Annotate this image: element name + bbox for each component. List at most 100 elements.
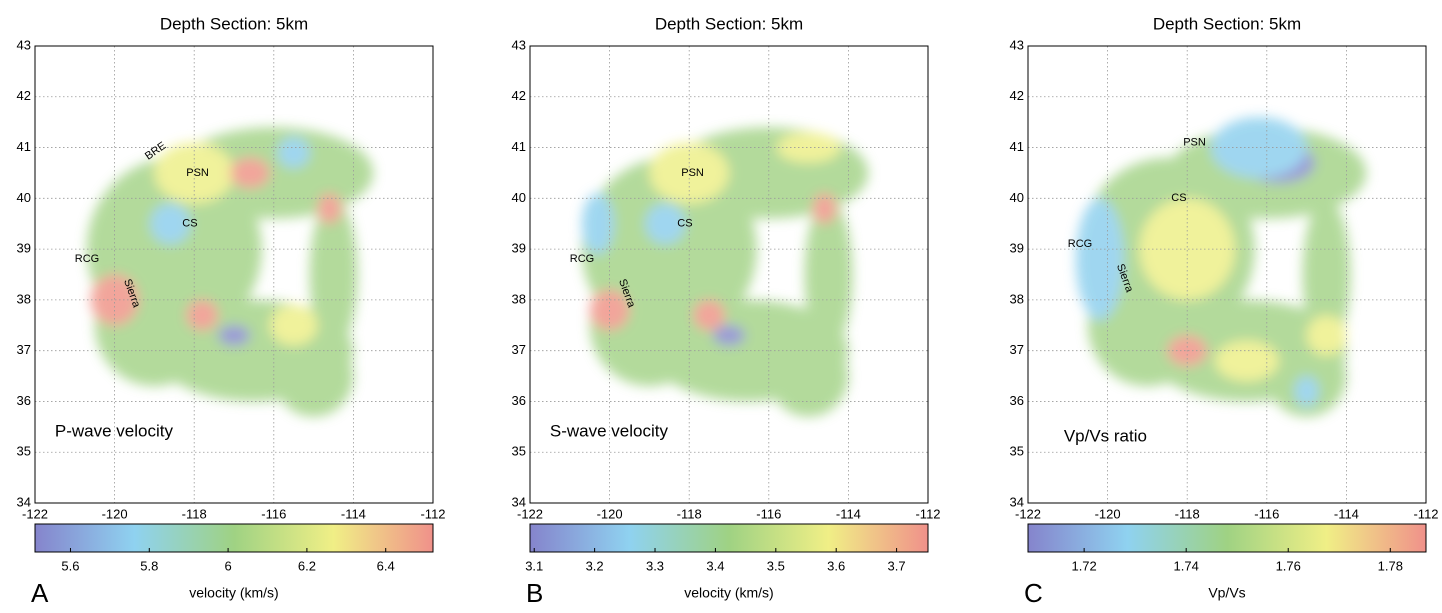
y-tick-label: 36 [17, 393, 31, 408]
x-tick-label: -122 [517, 506, 543, 521]
annotation: CS [677, 218, 692, 230]
x-tick-label: -120 [102, 506, 128, 521]
plot-frame [1027, 45, 1427, 504]
shade [218, 325, 250, 346]
plot-frame [34, 45, 434, 504]
shade [1294, 376, 1319, 407]
y-tick-label: 34 [512, 494, 526, 509]
colorbar-tick-label: 6.4 [377, 558, 395, 573]
shade [649, 142, 729, 204]
y-tick-label: 38 [512, 291, 526, 306]
x-tick-label: -114 [341, 506, 366, 521]
annotation: PSN [186, 167, 209, 179]
y-tick-label: 43 [1010, 37, 1024, 52]
y-tick-label: 39 [512, 241, 526, 256]
panel-label: B [526, 578, 543, 608]
x-tick-label: -118 [677, 506, 702, 521]
colorbar [529, 523, 929, 553]
panel-title: Depth Section: 5km [655, 14, 803, 33]
shade [230, 157, 270, 189]
y-tick-label: 35 [512, 444, 526, 459]
x-tick-label: -118 [182, 506, 207, 521]
y-tick-label: 41 [1010, 139, 1024, 154]
colorbar-tick-label: 3.3 [646, 558, 664, 573]
y-tick-label: 36 [512, 393, 526, 408]
shade [804, 198, 853, 351]
x-tick-label: -116 [756, 506, 781, 521]
shade [581, 193, 614, 255]
panel-title: Depth Section: 5km [1153, 14, 1301, 33]
shade [317, 193, 342, 224]
colorbar-tick-label: 3.1 [525, 558, 543, 573]
y-tick-label: 34 [1010, 494, 1024, 509]
colorbar-label: velocity (km/s) [189, 585, 278, 601]
y-tick-label: 35 [17, 444, 31, 459]
shade [713, 325, 745, 346]
y-tick-label: 40 [17, 190, 31, 205]
shade [1266, 335, 1347, 417]
colorbar-tick-label: 3.4 [706, 558, 724, 573]
plot-frame [529, 45, 929, 504]
shade [812, 193, 837, 224]
shade [154, 142, 234, 204]
colorbar-label: Vp/Vs [1208, 585, 1245, 601]
colorbar-label: velocity (km/s) [684, 585, 773, 601]
shade [1215, 340, 1279, 382]
shade [1211, 117, 1307, 179]
shading [1075, 117, 1367, 417]
x-tick-label: -112 [420, 506, 445, 521]
shade [269, 304, 318, 346]
annotation: PSN [1183, 136, 1206, 148]
shade [277, 137, 310, 168]
y-tick-label: 38 [1010, 291, 1024, 306]
shade [309, 198, 358, 351]
shade [768, 335, 849, 417]
annotation: RCG [1068, 238, 1092, 250]
y-tick-label: 37 [512, 342, 526, 357]
shade [273, 335, 354, 417]
annotation: RCG [75, 253, 99, 265]
shading [581, 127, 869, 417]
x-tick-label: -122 [1015, 506, 1041, 521]
y-tick-label: 40 [1010, 190, 1024, 205]
x-tick-label: -114 [1334, 506, 1359, 521]
colorbar-tick-label: 3.6 [827, 558, 845, 573]
y-tick-label: 35 [1010, 444, 1024, 459]
annotation: Vp/Vs ratio [1064, 426, 1147, 445]
colorbar-tick-label: 5.6 [61, 558, 79, 573]
shade [1302, 198, 1351, 351]
y-tick-label: 42 [1010, 88, 1024, 103]
annotation: RCG [570, 253, 594, 265]
y-tick-label: 40 [512, 190, 526, 205]
annotation: CS [182, 218, 197, 230]
colorbar-tick-label: 1.78 [1378, 558, 1403, 573]
panel-label: A [31, 578, 49, 608]
panel-label: C [1024, 578, 1043, 608]
colorbar-tick-label: 3.7 [888, 558, 906, 573]
panel: Depth Section: 5km -122 -120 -118 -116 -114 -1… [1010, 14, 1439, 607]
panel: Depth Section: 5km -122 -120 -118 -116 -114 -1… [17, 14, 446, 607]
y-tick-label: 39 [1010, 241, 1024, 256]
shade [693, 299, 726, 331]
y-tick-label: 41 [512, 139, 526, 154]
colorbar-tick-label: 5.8 [140, 558, 158, 573]
shade [1139, 198, 1235, 300]
shade [645, 203, 686, 245]
y-tick-label: 43 [512, 37, 526, 52]
colorbar [1027, 523, 1427, 553]
colorbar-tick-label: 3.5 [767, 558, 785, 573]
annotation: CS [1171, 192, 1186, 204]
colorbar-tick-label: 6 [224, 558, 231, 573]
x-tick-label: -116 [261, 506, 286, 521]
y-tick-label: 42 [512, 88, 526, 103]
y-tick-label: 38 [17, 291, 31, 306]
shade [1075, 198, 1124, 321]
shade [150, 203, 191, 245]
colorbar-tick-label: 3.2 [586, 558, 604, 573]
colorbar-tick-label: 1.74 [1174, 558, 1199, 573]
annotation: P-wave velocity [55, 421, 174, 440]
y-tick-label: 41 [17, 139, 31, 154]
y-tick-label: 42 [17, 88, 31, 103]
x-tick-label: -120 [597, 506, 623, 521]
